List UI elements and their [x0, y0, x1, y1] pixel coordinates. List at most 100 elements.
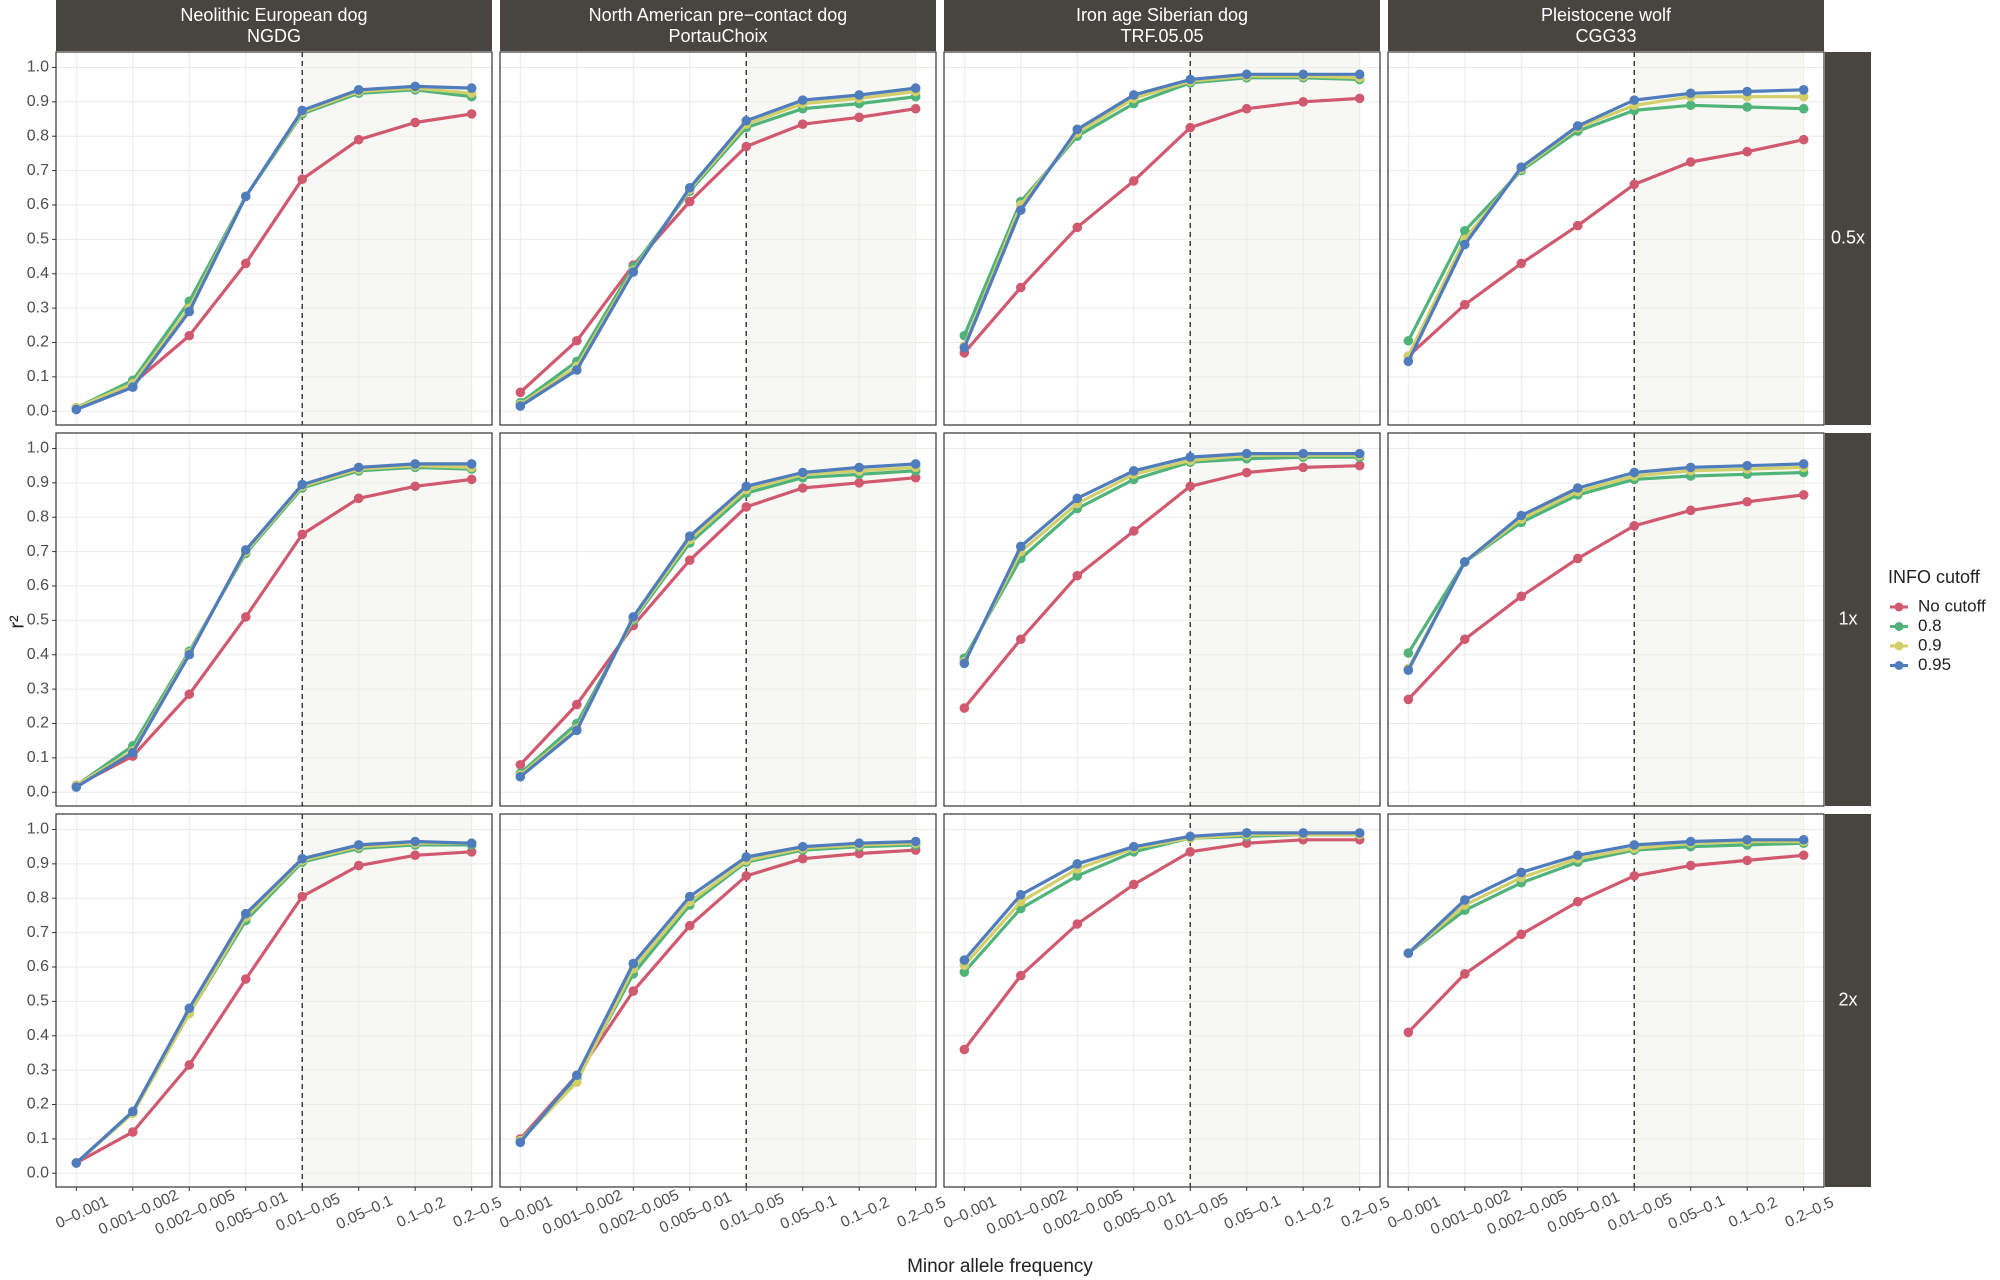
highlight-region	[1634, 52, 1804, 425]
data-point	[128, 1127, 138, 1137]
data-point	[410, 850, 420, 861]
y-tick-label: 0.7	[27, 924, 49, 941]
y-tick-label: 0.1	[27, 749, 49, 766]
series-line	[1407, 853, 1804, 1034]
data-point	[1798, 134, 1809, 145]
highlight-region	[1190, 814, 1360, 1187]
data-point	[1241, 448, 1252, 459]
series-line	[963, 833, 1360, 967]
data-point	[572, 335, 582, 346]
y-tick-label: 0.9	[27, 93, 49, 110]
strip-title: Neolithic European dog	[180, 5, 367, 25]
data-point	[184, 689, 195, 700]
data-point	[1572, 220, 1583, 231]
series-line	[519, 841, 916, 1142]
series-line	[75, 477, 472, 787]
data-point	[240, 908, 251, 919]
highlight-region	[746, 814, 916, 1187]
data-point	[71, 782, 82, 792]
data-point	[1241, 467, 1252, 478]
data-point	[1742, 834, 1752, 845]
data-point	[1629, 95, 1640, 105]
row-label: 2x	[1838, 989, 1857, 1009]
legend-key-point	[1894, 661, 1904, 670]
data-point	[1298, 97, 1308, 107]
legend-label: No cutoff	[1918, 596, 1986, 615]
data-point	[184, 649, 195, 660]
series-line	[962, 455, 1360, 659]
data-point	[466, 459, 477, 469]
series-line	[963, 464, 1360, 710]
data-point	[1016, 541, 1026, 552]
data-point	[1298, 448, 1308, 459]
data-point	[1241, 828, 1252, 838]
data-point	[71, 404, 82, 415]
data-point	[959, 1044, 970, 1055]
data-point	[1460, 895, 1470, 905]
y-tick-label: 0.8	[27, 889, 49, 906]
panel-border	[499, 813, 937, 1188]
y-tick-label: 0.6	[27, 577, 49, 594]
data-point	[1016, 970, 1026, 981]
y-tick-label: 0.4	[27, 265, 49, 282]
series-line	[519, 839, 916, 1144]
data-point	[1685, 836, 1696, 847]
data-point	[1572, 850, 1583, 861]
series-line	[1406, 462, 1804, 671]
y-tick-label: 0.7	[27, 543, 49, 560]
row-strip	[1825, 52, 1871, 425]
data-point	[1128, 90, 1139, 100]
data-point	[297, 479, 308, 490]
y-tick-label: 0.2	[27, 1096, 49, 1113]
data-point	[1354, 93, 1365, 104]
strip-title: Iron age Siberian dog	[1076, 5, 1248, 25]
data-point	[1685, 88, 1696, 99]
series-line	[75, 84, 472, 411]
panel-border	[1387, 432, 1825, 807]
data-point	[684, 196, 695, 207]
data-point	[959, 703, 970, 713]
legend-label: 0.9	[1918, 635, 1942, 654]
y-tick-label: 0.6	[27, 958, 49, 975]
y-tick-label: 0.9	[27, 474, 49, 491]
data-point	[741, 481, 752, 492]
series-line	[1407, 838, 1804, 955]
data-point	[959, 967, 970, 977]
data-point	[1742, 86, 1752, 97]
data-point	[353, 860, 364, 871]
data-point	[684, 920, 695, 931]
strip-subtitle: NGDG	[247, 26, 301, 46]
data-point	[1072, 222, 1083, 233]
data-point	[797, 95, 808, 105]
y-tick-label: 0.0	[27, 783, 49, 800]
data-point	[1354, 828, 1365, 838]
data-point	[1742, 460, 1752, 471]
data-point	[797, 467, 808, 478]
data-point	[1685, 860, 1696, 871]
data-point	[959, 342, 970, 353]
data-point	[1516, 867, 1527, 878]
data-point	[741, 141, 752, 152]
data-point	[466, 838, 477, 849]
data-point	[184, 330, 195, 341]
panel-border	[55, 813, 493, 1188]
data-point	[410, 117, 420, 128]
data-point	[1629, 467, 1640, 478]
series-line	[1407, 138, 1805, 358]
data-point	[1016, 634, 1026, 645]
data-point	[1629, 840, 1640, 850]
data-point	[572, 699, 582, 710]
data-point	[959, 955, 970, 965]
series-line	[519, 86, 916, 408]
y-tick-label: 0.0	[27, 1164, 49, 1181]
data-point	[184, 1003, 195, 1014]
legend-label: 0.95	[1918, 655, 1951, 674]
y-tick-label: 0.4	[27, 1027, 49, 1044]
data-point	[572, 365, 582, 375]
y-tick-label: 0.8	[27, 127, 49, 144]
data-point	[1185, 481, 1196, 492]
panel-border	[55, 432, 493, 807]
data-point	[515, 387, 526, 398]
series-line	[963, 838, 1360, 1051]
data-point	[1241, 69, 1252, 80]
